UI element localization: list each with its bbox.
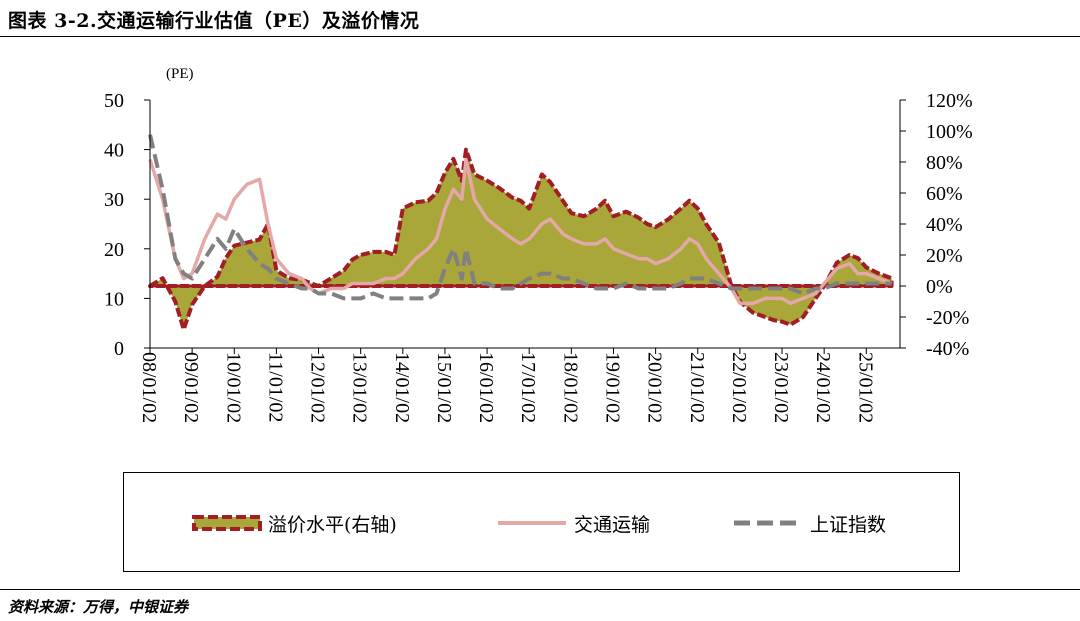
x-tick-label: 18/01/02 <box>559 352 581 423</box>
transport-swatch-icon <box>498 521 566 525</box>
left-tick-label: 40 <box>104 140 124 162</box>
x-tick-label: 15/01/02 <box>433 352 455 423</box>
right-tick-label: 100% <box>926 121 973 143</box>
left-tick-label: 30 <box>104 189 124 211</box>
left-axis-title: (PE) <box>166 66 194 82</box>
right-tick-label: 40% <box>926 214 963 236</box>
x-tick-label: 12/01/02 <box>307 352 329 423</box>
legend: 溢价水平(右轴) 交通运输 上证指数 <box>123 472 960 572</box>
legend-label-premium: 溢价水平(右轴) <box>268 513 397 536</box>
x-tick-label: 22/01/02 <box>728 352 750 423</box>
left-tick-label: 10 <box>104 288 124 310</box>
axes: 50 40 30 20 10 0 120% 100% 80% 60% 40% 20% 0% -20% -40… <box>104 90 973 423</box>
x-tick-label: 10/01/02 <box>222 352 244 423</box>
right-tick-label: 20% <box>926 245 963 267</box>
right-tick-label: -40% <box>926 338 969 360</box>
legend-label-transport: 交通运输 <box>574 513 651 536</box>
x-tick-label: 25/01/02 <box>854 352 876 423</box>
chart-svg: 50 40 30 20 10 0 120% 100% 80% 60% 40% 20% 0% -20% -40… <box>104 66 973 423</box>
x-tick-label: 20/01/02 <box>644 352 666 423</box>
legend-item-transport: 交通运输 <box>496 473 650 573</box>
x-tick-label: 14/01/02 <box>391 352 413 423</box>
x-tick-label: 16/01/02 <box>475 352 497 423</box>
x-tick-label: 19/01/02 <box>601 352 623 423</box>
legend-item-premium: 溢价水平(右轴) <box>192 473 397 573</box>
x-tick-label: 13/01/02 <box>349 352 371 423</box>
source-note: 资料来源：万得，中银证券 <box>8 598 189 616</box>
x-tick-label: 09/01/02 <box>180 352 202 423</box>
left-tick-label: 0 <box>114 338 124 360</box>
legend-item-index: 上证指数 <box>732 473 886 573</box>
premium-swatch-icon <box>192 515 262 531</box>
x-tick-label: 11/01/02 <box>264 352 286 422</box>
right-tick-label: -20% <box>926 307 969 329</box>
source-rule <box>0 589 1080 590</box>
x-tick-label: 24/01/02 <box>812 352 834 423</box>
right-tick-label: 80% <box>926 152 963 174</box>
transport-line <box>148 157 893 306</box>
x-tick-label: 23/01/02 <box>770 352 792 423</box>
left-tick-label: 20 <box>104 239 124 261</box>
right-tick-label: 0% <box>926 276 953 298</box>
title-rule <box>0 36 1080 37</box>
x-tick-label: 21/01/02 <box>686 352 708 423</box>
plot-area <box>148 134 894 332</box>
premium-area <box>148 147 894 332</box>
legend-label-index: 上证指数 <box>810 513 887 536</box>
right-tick-label: 60% <box>926 183 963 205</box>
x-tick-label: 08/01/02 <box>138 352 160 423</box>
chart-title: 图表 3-2.交通运输行业估值（PE）及溢价情况 <box>8 10 420 32</box>
x-tick-label: 17/01/02 <box>517 352 539 423</box>
right-tick-label: 120% <box>926 90 973 112</box>
index-swatch-icon <box>734 520 802 526</box>
left-tick-label: 50 <box>104 90 124 112</box>
